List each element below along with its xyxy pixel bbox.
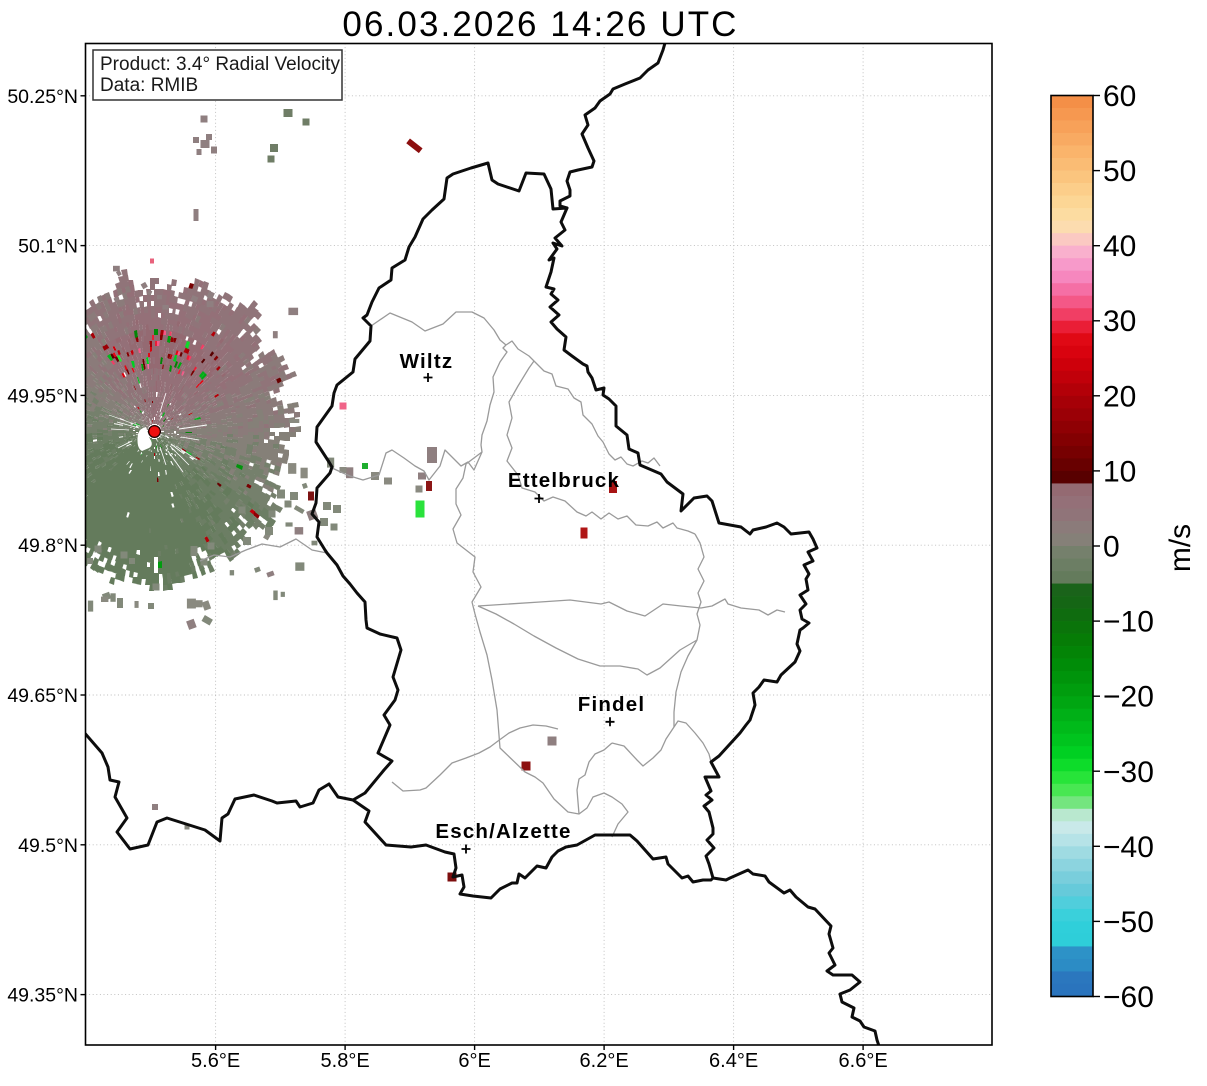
svg-text:50.1°N: 50.1°N <box>18 236 78 258</box>
svg-text:49.5°N: 49.5°N <box>18 835 78 857</box>
svg-text:49.65°N: 49.65°N <box>7 685 78 707</box>
svg-text:6.2°E: 6.2°E <box>580 1050 629 1072</box>
svg-text:50: 50 <box>1103 155 1136 188</box>
svg-text:Wiltz: Wiltz <box>400 350 454 373</box>
svg-text:m/s: m/s <box>1164 524 1197 572</box>
svg-text:−40: −40 <box>1103 831 1154 864</box>
svg-text:50.25°N: 50.25°N <box>7 86 78 108</box>
svg-text:06.03.2026 14:26 UTC: 06.03.2026 14:26 UTC <box>342 5 738 44</box>
svg-text:60: 60 <box>1103 80 1136 113</box>
svg-text:−20: −20 <box>1103 681 1154 714</box>
svg-text:5.6°E: 5.6°E <box>191 1050 240 1072</box>
svg-text:49.35°N: 49.35°N <box>7 985 78 1007</box>
svg-text:Findel: Findel <box>578 693 646 716</box>
svg-text:6°E: 6°E <box>458 1050 490 1072</box>
svg-text:20: 20 <box>1103 380 1136 413</box>
svg-text:6.6°E: 6.6°E <box>839 1050 888 1072</box>
svg-text:−30: −30 <box>1103 756 1154 789</box>
svg-text:Esch/Alzette: Esch/Alzette <box>435 820 571 843</box>
svg-text:40: 40 <box>1103 230 1136 263</box>
svg-text:−10: −10 <box>1103 606 1154 639</box>
svg-text:49.8°N: 49.8°N <box>18 535 78 557</box>
svg-text:Ettelbruck: Ettelbruck <box>508 469 620 492</box>
svg-text:−50: −50 <box>1103 906 1154 939</box>
svg-text:6.4°E: 6.4°E <box>709 1050 758 1072</box>
svg-text:Data: RMIB: Data: RMIB <box>100 75 198 96</box>
svg-text:5.8°E: 5.8°E <box>321 1050 370 1072</box>
svg-text:30: 30 <box>1103 305 1136 338</box>
svg-text:−60: −60 <box>1103 981 1154 1014</box>
svg-text:0: 0 <box>1103 531 1120 564</box>
svg-text:Product: 3.4° Radial Velocity: Product: 3.4° Radial Velocity <box>100 54 340 75</box>
svg-text:10: 10 <box>1103 455 1136 488</box>
svg-text:49.95°N: 49.95°N <box>7 385 78 407</box>
